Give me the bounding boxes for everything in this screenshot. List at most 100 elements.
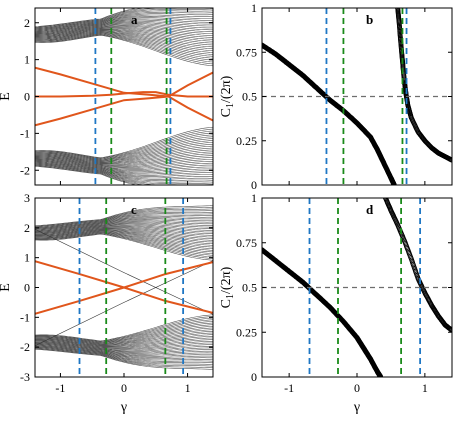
panel-letter: b bbox=[366, 12, 373, 27]
bulk-band-line bbox=[35, 158, 213, 168]
bulk-band-line bbox=[35, 153, 213, 166]
chern-series bbox=[262, 247, 384, 377]
bulk-band-line bbox=[35, 142, 213, 162]
plot-area bbox=[262, 8, 452, 185]
x-tick-label: 1 bbox=[185, 381, 191, 395]
y-axis-label: E bbox=[0, 92, 13, 101]
y-tick-label: -2 bbox=[20, 163, 30, 177]
x-tick-label: -1 bbox=[55, 381, 65, 395]
bulk-band-line bbox=[35, 334, 213, 347]
bulk-bands bbox=[35, 8, 213, 185]
bulk-band-line bbox=[35, 10, 213, 29]
thin-line bbox=[35, 229, 213, 315]
y-tick-label: -1 bbox=[20, 126, 30, 140]
bulk-band-line bbox=[35, 221, 213, 232]
y-tick-label: -1 bbox=[20, 310, 30, 324]
bulk-band-line bbox=[35, 345, 213, 358]
bulk-band-line bbox=[35, 151, 213, 165]
bulk-band-line bbox=[35, 32, 213, 57]
bulk-band-line bbox=[35, 230, 213, 249]
plot-area bbox=[262, 198, 452, 377]
x-axis-label: γ bbox=[120, 400, 127, 415]
bulk-band-line bbox=[35, 222, 213, 232]
bulk-band-line bbox=[35, 140, 213, 162]
bulk-band-line bbox=[35, 29, 213, 46]
chern-series bbox=[383, 198, 452, 333]
y-tick-label: 1 bbox=[251, 191, 257, 205]
y-tick-label: 1 bbox=[24, 53, 30, 67]
edge-state-curve bbox=[35, 91, 213, 98]
y-tick-label: 0 bbox=[24, 281, 30, 295]
bulk-band-line bbox=[35, 8, 213, 29]
bulk-band-line bbox=[35, 34, 213, 65]
bulk-band-line bbox=[35, 160, 213, 174]
panel-a: 2 1 0 -1 -2 a E bbox=[0, 7, 214, 186]
y-tick-label: 2 bbox=[24, 16, 30, 30]
chern-series bbox=[395, 8, 452, 163]
bulk-band-line bbox=[35, 126, 213, 159]
bulk-band-line bbox=[35, 342, 213, 352]
y-tick-label: -3 bbox=[20, 370, 30, 384]
x-tick-label: 1 bbox=[422, 381, 428, 395]
bulk-band-line bbox=[35, 138, 213, 162]
y-tick-label: 0 bbox=[24, 90, 30, 104]
bulk-band-line bbox=[35, 25, 213, 35]
bulk-band-line bbox=[35, 15, 213, 31]
bulk-band-line bbox=[35, 28, 213, 44]
bulk-band-line bbox=[35, 163, 213, 182]
bulk-band-line bbox=[35, 159, 213, 170]
y-tick-label: 0.5 bbox=[242, 281, 257, 295]
y-tick-label: 0.25 bbox=[236, 134, 257, 148]
bulk-band-line bbox=[35, 13, 213, 30]
bulk-band-line bbox=[35, 162, 213, 179]
bulk-band-line bbox=[35, 30, 213, 50]
edge-state-curve bbox=[35, 261, 213, 315]
bulk-band-line bbox=[35, 31, 213, 55]
bulk-band-line bbox=[35, 227, 213, 239]
bulk-band-line bbox=[35, 30, 213, 48]
plot-area bbox=[35, 8, 213, 185]
bulk-band-line bbox=[35, 19, 213, 33]
panel-c: -1 0 1 3 2 1 0 -1 -2 -3 c γ E bbox=[0, 191, 214, 415]
bulk-band-line bbox=[35, 34, 213, 67]
bulk-band-line bbox=[35, 223, 213, 233]
panel-letter: a bbox=[131, 12, 138, 27]
bulk-band-line bbox=[35, 149, 213, 165]
bulk-band-line bbox=[35, 130, 213, 160]
bulk-band-line bbox=[35, 145, 213, 163]
bulk-band-line bbox=[35, 26, 213, 38]
bulk-band-line bbox=[35, 322, 213, 344]
bulk-band-line bbox=[35, 228, 213, 241]
panel-letter: c bbox=[131, 202, 137, 217]
bulk-band-line bbox=[35, 18, 213, 32]
y-tick-label: 1 bbox=[24, 251, 30, 265]
edge-state-curve bbox=[35, 66, 213, 122]
bulk-band-line bbox=[35, 332, 213, 347]
bulk-band-line bbox=[35, 134, 213, 161]
bulk-band-line bbox=[35, 214, 213, 229]
bulk-band-line bbox=[35, 345, 213, 357]
panel-letter: d bbox=[366, 202, 374, 217]
bulk-band-line bbox=[35, 31, 213, 53]
bulk-band-line bbox=[35, 347, 213, 365]
bulk-band-line bbox=[35, 20, 213, 33]
bulk-band-line bbox=[35, 342, 213, 351]
bulk-band-line bbox=[35, 165, 172, 185]
x-axis-label: γ bbox=[353, 400, 360, 415]
bulk-band-line bbox=[35, 215, 213, 230]
bulk-band-line bbox=[35, 147, 213, 164]
y-tick-label: 2 bbox=[24, 221, 30, 235]
data-point bbox=[447, 326, 452, 332]
bulk-band-line bbox=[35, 164, 213, 185]
bulk-band-line bbox=[35, 22, 213, 34]
x-tick-label: 0 bbox=[121, 381, 127, 395]
bulk-band-line bbox=[35, 25, 213, 36]
bulk-band-line bbox=[35, 17, 213, 32]
bulk-band-line bbox=[35, 348, 213, 367]
bulk-band-line bbox=[35, 155, 213, 167]
bulk-band-line bbox=[35, 231, 213, 251]
bulk-band-line bbox=[35, 205, 213, 227]
thin-line bbox=[35, 260, 213, 346]
bulk-band-line bbox=[35, 321, 213, 343]
